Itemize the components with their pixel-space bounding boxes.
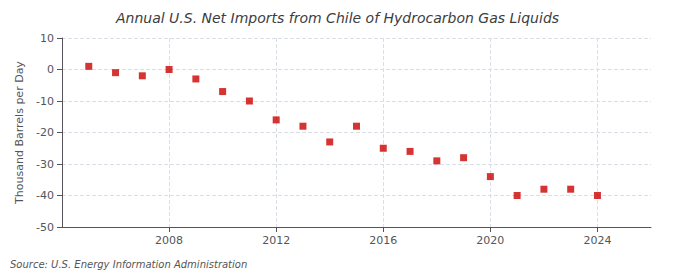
svg-text:2020: 2020: [476, 234, 504, 247]
svg-text:-50: -50: [36, 221, 54, 234]
svg-text:0: 0: [47, 63, 54, 76]
svg-text:2016: 2016: [369, 234, 397, 247]
svg-text:10: 10: [40, 32, 54, 45]
svg-text:Annual U.S. Net Imports from C: Annual U.S. Net Imports from Chile of Hy…: [115, 10, 559, 26]
svg-text:-10: -10: [36, 95, 54, 108]
svg-text:-40: -40: [36, 189, 54, 202]
svg-text:2012: 2012: [262, 234, 290, 247]
svg-text:Thousand Barrels per Day: Thousand Barrels per Day: [13, 61, 26, 205]
svg-text:-20: -20: [36, 126, 54, 139]
svg-text:Source: U.S. Energy Informatio: Source: U.S. Energy Information Administ…: [10, 259, 247, 270]
svg-text:-30: -30: [36, 158, 54, 171]
svg-text:2024: 2024: [583, 234, 611, 247]
svg-text:2008: 2008: [155, 234, 183, 247]
